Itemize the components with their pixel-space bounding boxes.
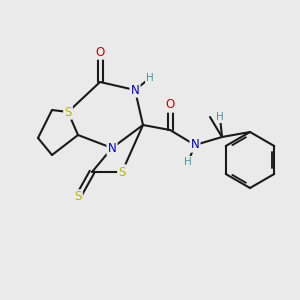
Text: O: O xyxy=(95,46,105,59)
Text: S: S xyxy=(64,106,72,118)
Text: N: N xyxy=(130,83,140,97)
Text: O: O xyxy=(165,98,175,112)
Text: S: S xyxy=(118,166,126,178)
Text: H: H xyxy=(216,112,224,122)
Text: H: H xyxy=(184,157,192,167)
Text: S: S xyxy=(74,190,82,203)
Text: N: N xyxy=(108,142,116,154)
Text: H: H xyxy=(146,73,154,83)
Text: N: N xyxy=(190,139,200,152)
